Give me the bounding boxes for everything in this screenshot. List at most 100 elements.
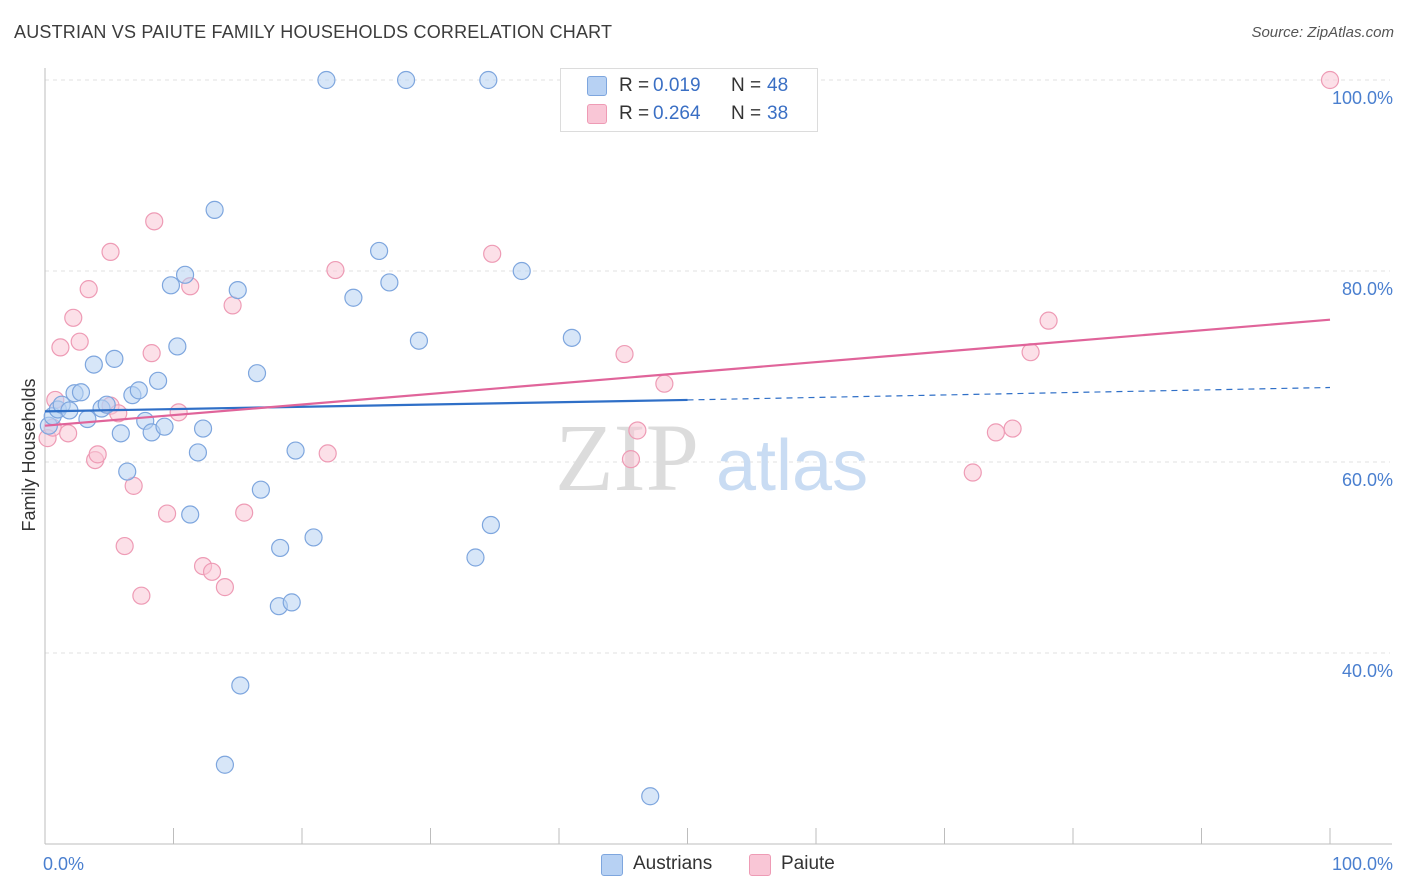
austrians-n-value: 48 — [767, 75, 789, 96]
austrians-point — [251, 480, 270, 499]
y-tick-label: 80.0% — [1342, 279, 1393, 299]
correlation-legend: R = 0.019 N = 48 R = 0.264 N = 38 — [560, 68, 818, 132]
austrians-point — [409, 331, 429, 350]
austrians-point — [231, 676, 250, 695]
x-tick-label-min: 0.0% — [43, 854, 84, 874]
austrians-trendline — [44, 398, 688, 413]
paiute-point — [145, 212, 164, 231]
bottom-austrians-swatch — [601, 854, 623, 876]
austrians-trendline-extension — [687, 386, 1331, 401]
paiute-r-label: R = — [619, 103, 650, 124]
austrians-point — [188, 443, 208, 462]
trendlines — [44, 318, 1331, 427]
paiute-point — [215, 578, 234, 597]
chart-title: AUSTRIAN VS PAIUTE FAMILY HOUSEHOLDS COR… — [14, 22, 613, 42]
paiute-point — [628, 421, 647, 440]
paiute-point — [1021, 343, 1040, 362]
austrians-r-value: 0.019 — [653, 75, 701, 96]
paiute-n-label: N = — [731, 103, 762, 124]
chart-source: Source: ZipAtlas.com — [1251, 24, 1394, 41]
bottom-paiute-swatch — [749, 854, 771, 876]
austrians-point — [155, 417, 174, 436]
y-tick-label: 40.0% — [1342, 661, 1393, 681]
austrians-point — [228, 281, 247, 300]
paiute-point — [202, 562, 222, 581]
paiute-point — [1039, 311, 1058, 330]
paiute-trendline — [44, 318, 1331, 427]
austrians-point — [304, 528, 323, 547]
austrians-point — [175, 265, 195, 284]
austrians-point — [562, 328, 581, 347]
austrians-point — [370, 241, 389, 261]
austrians-point — [282, 593, 301, 612]
austrians-point — [71, 383, 91, 402]
paiute-point — [963, 463, 982, 482]
paiute-point — [142, 344, 161, 363]
paiute-point — [64, 308, 83, 327]
paiute-point — [157, 504, 177, 523]
paiute-point — [79, 280, 98, 299]
axes — [44, 68, 1392, 845]
paiute-swatch — [587, 104, 607, 124]
austrians-point — [111, 424, 130, 443]
austrians-r-label: R = — [619, 75, 650, 96]
paiute-point — [615, 344, 634, 364]
paiute-point — [59, 424, 78, 443]
paiute-r-value: 0.264 — [653, 103, 701, 124]
austrians-point — [168, 337, 187, 356]
paiute-point — [655, 374, 674, 393]
paiute-point — [132, 586, 151, 605]
x-tick-label-max: 100.0% — [1332, 854, 1393, 874]
austrians-point — [396, 70, 416, 90]
austrians-n-label: N = — [731, 75, 762, 96]
austrians-point — [161, 276, 181, 295]
austrians-point — [344, 288, 363, 307]
bottom-austrians-label: Austrians — [633, 853, 713, 874]
austrians-point — [105, 349, 124, 368]
data-points — [38, 70, 1340, 806]
paiute-point — [70, 332, 89, 351]
paiute-point — [115, 536, 134, 556]
austrians-point — [512, 261, 531, 281]
austrians-point — [78, 409, 97, 429]
y-tick-label: 60.0% — [1342, 470, 1393, 490]
paiute-point — [318, 444, 337, 463]
austrians-point — [118, 462, 137, 481]
paiute-point — [483, 244, 502, 263]
austrians-point — [641, 787, 660, 806]
watermark-atlas: atlas — [716, 426, 868, 506]
austrians-point — [317, 70, 336, 90]
austrians-point — [84, 355, 103, 374]
austrians-point — [479, 70, 498, 90]
austrians-point — [148, 371, 168, 390]
austrians-point — [215, 755, 234, 774]
axis-labels: 40.0% 60.0% 80.0% 100.0% 0.0% 100.0% — [43, 88, 1393, 874]
paiute-point — [101, 242, 120, 261]
austrians-point — [481, 515, 500, 535]
paiute-point — [169, 403, 188, 422]
austrians-point — [129, 381, 148, 400]
austrians-point — [247, 364, 267, 383]
paiute-point — [223, 296, 242, 315]
paiute-point — [1003, 419, 1022, 438]
austrians-point — [193, 419, 213, 438]
gridlines — [45, 79, 1390, 654]
austrians-point — [466, 548, 485, 567]
watermark: ZIP atlas — [555, 404, 868, 511]
austrians-point — [181, 505, 200, 524]
austrians-swatch — [587, 76, 607, 96]
paiute-n-value: 38 — [767, 103, 789, 124]
paiute-point — [326, 260, 345, 280]
austrians-point — [286, 441, 305, 460]
paiute-point — [235, 503, 254, 522]
y-axis-title: Family Households — [19, 378, 39, 531]
paiute-point — [88, 445, 107, 464]
austrians-point — [205, 200, 224, 219]
paiute-point — [51, 338, 70, 357]
austrians-point — [271, 538, 290, 558]
paiute-point — [621, 450, 641, 469]
bottom-paiute-label: Paiute — [781, 853, 835, 874]
austrians-point — [97, 395, 116, 414]
paiute-point — [986, 423, 1006, 442]
